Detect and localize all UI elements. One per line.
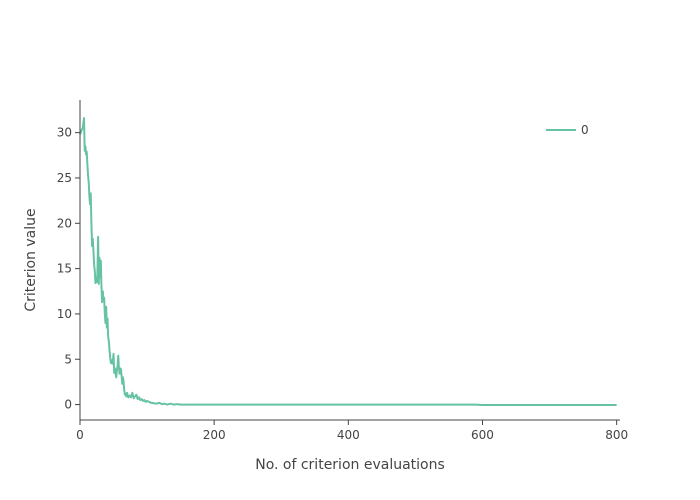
y-tick-label: 15 [57, 262, 72, 276]
x-axis-title: No. of criterion evaluations [255, 457, 445, 473]
y-tick-label: 10 [57, 307, 72, 321]
y-tick-label: 0 [64, 398, 72, 412]
legend[interactable]: 0 [546, 123, 589, 137]
y-axis-title: Criterion value [23, 208, 39, 311]
y-tick-label: 30 [57, 126, 72, 140]
x-tick-label: 600 [471, 428, 494, 442]
y-tick-label: 20 [57, 216, 72, 230]
x-tick-label: 400 [337, 428, 360, 442]
x-tick-label: 0 [76, 428, 84, 442]
y-axis-ticks: 0 5 10 15 20 25 30 [57, 126, 80, 412]
x-tick-label: 800 [605, 428, 628, 442]
x-axis-ticks: 0 200 400 600 800 [76, 420, 628, 442]
legend-label-0: 0 [581, 123, 589, 137]
y-tick-label: 25 [57, 171, 72, 185]
series-0-line [79, 117, 617, 407]
x-tick-label: 200 [203, 428, 226, 442]
plot-area [79, 117, 617, 407]
y-tick-label: 5 [64, 352, 72, 366]
